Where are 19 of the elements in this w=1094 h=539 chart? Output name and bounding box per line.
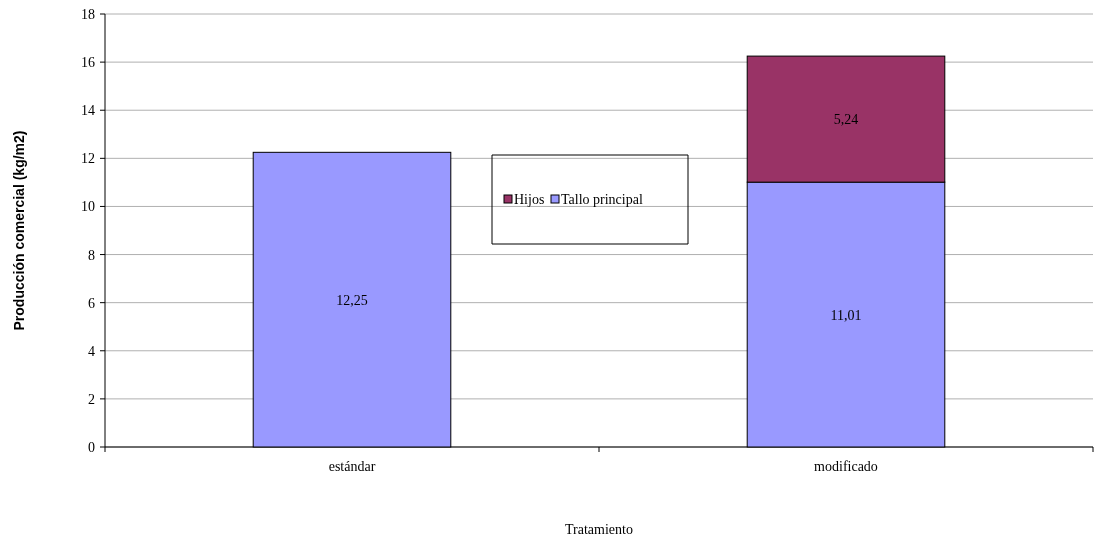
y-tick-label: 12 <box>81 151 95 167</box>
y-tick-label: 16 <box>81 55 95 71</box>
y-tick-label: 2 <box>88 391 95 407</box>
x-tick-label: modificado <box>814 459 878 474</box>
legend-label: Hijos <box>514 192 545 207</box>
y-tick-label: 6 <box>88 295 95 311</box>
data-label: 5,24 <box>833 112 859 128</box>
y-tick-label: 14 <box>81 103 95 119</box>
y-tick-label: 0 <box>88 440 95 455</box>
x-axis-title: Tratamiento <box>565 522 633 537</box>
legend-label: Tallo principal <box>561 192 643 207</box>
y-tick-label: 8 <box>88 247 95 263</box>
data-label: 12,25 <box>336 292 368 308</box>
data-label: 11,01 <box>830 307 862 323</box>
y-tick-label: 10 <box>81 199 95 215</box>
y-tick-label: 18 <box>81 7 95 22</box>
x-tick-label: estándar <box>328 459 376 474</box>
y-axis-title: Producción comercial (kg/m2) <box>11 130 27 331</box>
y-tick-label: 4 <box>88 343 95 359</box>
